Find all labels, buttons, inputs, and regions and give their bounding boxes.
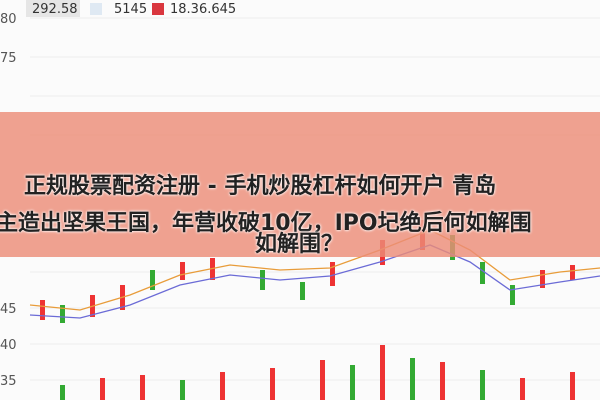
legend-box [26,0,80,17]
headline-line: 如解围？ [255,232,344,257]
moving-average [29,244,600,319]
legend-swatch [90,3,102,15]
axis-label: 40 [0,338,17,353]
headline-line: 正规股票配资注册 - 手机炒股杠杆如何开户 青岛 [24,174,497,199]
axis-label: 35 [0,374,17,389]
title-band [0,112,600,257]
axis-label: 75 [0,51,17,66]
legend-value: 5145 [114,2,147,17]
axis-label: 80 [0,12,17,27]
axis-label: 45 [0,302,17,317]
legend-value: 18.36.645 [170,2,236,17]
legend-swatch [152,3,164,15]
legend-value: 292.58 [32,2,78,17]
headline-line: 主造出坚果王国，年营收破10亿，IPO圮绝后何如解围 [0,211,532,236]
moving-average [29,229,600,311]
volume-bars [60,345,575,400]
